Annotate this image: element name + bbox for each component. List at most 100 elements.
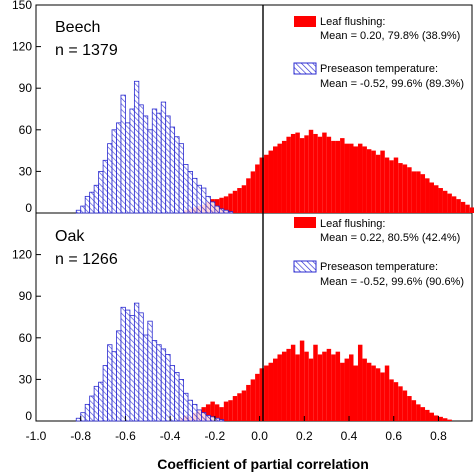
bottom-temp-bar xyxy=(187,399,193,422)
bottom-legend-swatch-temp xyxy=(293,260,317,273)
top-legend-temp-label: Preseason temperature: xyxy=(320,63,438,75)
bottom-leaf-bar xyxy=(241,390,247,421)
top-temp-bar xyxy=(133,80,140,214)
x-tick-label: 0.8 xyxy=(430,429,447,443)
top-temp-bar xyxy=(111,129,117,214)
top-leaf-bar xyxy=(465,204,470,213)
top-leaf-bar xyxy=(425,178,430,213)
top-leaf-bar xyxy=(228,193,233,213)
top-leaf-bar xyxy=(380,150,385,213)
bottom-leaf-bar xyxy=(250,379,256,421)
bottom-leaf-bar xyxy=(398,386,403,421)
top-leaf-bar xyxy=(299,138,305,213)
bottom-leaf-bar xyxy=(393,382,399,421)
top-temp-bar xyxy=(227,211,234,214)
top-leaf-bar xyxy=(255,164,260,213)
bottom-species-label: Oak xyxy=(55,228,85,245)
bottom-temp-bar xyxy=(174,372,180,422)
bottom-leaf-bar xyxy=(295,354,300,421)
top-temp-bar xyxy=(156,112,162,214)
top-temp-bar xyxy=(187,170,193,214)
top-temp-bar xyxy=(129,108,135,214)
top-leaf-bar xyxy=(393,157,399,213)
bottom-leaf-bar xyxy=(335,351,341,421)
bottom-leaf-bar xyxy=(223,401,229,421)
top-leaf-bar xyxy=(290,133,296,213)
x-axis-title: Coefficient of partial correlation xyxy=(157,456,369,472)
bottom-temp-bar xyxy=(147,320,153,422)
bottom-temp-bar xyxy=(142,334,149,422)
bottom-temp-bar xyxy=(93,385,99,422)
bottom-leaf-bar xyxy=(416,404,421,421)
top-leaf-bar xyxy=(460,201,466,213)
x-tick-label: 0.2 xyxy=(296,429,313,443)
top-temp-bar xyxy=(178,143,184,214)
top-leaf-bar xyxy=(357,143,363,213)
top-legend-swatch-temp xyxy=(293,62,317,75)
bottom-leaf-bar xyxy=(344,358,350,421)
top-leaf-bar xyxy=(241,185,247,213)
bottom-leaf-bar xyxy=(268,362,273,421)
bottom-leaf-bar xyxy=(317,354,323,421)
bottom-leaf-bar xyxy=(277,354,282,421)
top-leaf-bar xyxy=(335,140,341,213)
top-leaf-bar xyxy=(375,154,381,213)
top-legend-temp-stat: Mean = -0.52, 99.6% (89.3%) xyxy=(320,78,464,90)
x-tick-label: -0.6 xyxy=(115,429,136,443)
top-leaf-bar xyxy=(362,146,367,213)
top-leaf-bar xyxy=(340,138,345,213)
top-temp-bar xyxy=(80,205,86,214)
top-leaf-bar xyxy=(219,197,224,213)
x-axis: -1.0 -0.8 -0.6 -0.4 -0.2 0.0 0.2 0.4 0.6 0.8 xyxy=(26,416,447,443)
bottom-leaf-bar xyxy=(326,348,332,421)
top-temp-bar xyxy=(183,164,189,214)
top-leaf-bar xyxy=(322,132,327,213)
top-y-tick-label: 120 xyxy=(12,40,32,54)
x-tick-label: -0.2 xyxy=(205,429,226,443)
bottom-temp-bar xyxy=(138,312,144,422)
top-leaf-bar xyxy=(259,157,265,213)
top-leaf-bar xyxy=(438,188,443,213)
top-leaf-bar xyxy=(304,135,309,213)
bottom-leaf-bar xyxy=(433,415,439,421)
bottom-temp-bar xyxy=(80,412,86,422)
x-tick-label: -0.8 xyxy=(70,429,91,443)
bottom-temp-bar xyxy=(125,309,131,422)
top-legend-leaf-label: Leaf flushing: xyxy=(320,16,385,28)
bottom-leaf-bar xyxy=(214,404,220,421)
top-temp-bar xyxy=(98,170,104,214)
bottom-leaf-bar xyxy=(362,358,367,421)
top-temp-bar xyxy=(116,122,122,214)
bottom-temp-bar xyxy=(209,416,216,422)
top-n-label: n = 1379 xyxy=(55,42,118,59)
bottom-leaf-bar xyxy=(246,384,251,421)
bottom-temp-bar xyxy=(111,351,117,422)
bottom-temp-bar xyxy=(107,344,113,422)
top-leaf-bar xyxy=(264,154,269,213)
bottom-legend-leaf-stat: Mean = 0.22, 80.5% (42.4%) xyxy=(320,232,460,244)
top-legend-leaf-stat: Mean = 0.20, 79.8% (38.9%) xyxy=(320,30,460,42)
bottom-temp-bar xyxy=(196,409,202,422)
bottom-temp-bar xyxy=(156,344,162,422)
top-temp-bar xyxy=(75,209,82,214)
top-leaf-bar xyxy=(277,143,282,213)
top-temp-bar xyxy=(165,115,171,214)
bottom-leaf-bar xyxy=(304,351,309,421)
top-leaf-bar xyxy=(353,146,358,213)
top-y-tick-label: 150 xyxy=(12,0,32,12)
bottom-leaf-bar xyxy=(313,344,318,421)
top-leaf-bar xyxy=(344,143,350,213)
bottom-legend-leaf-label: Leaf flushing: xyxy=(320,218,385,230)
top-temp-bar xyxy=(209,201,216,214)
top-temp-bar xyxy=(196,184,202,214)
bottom-leaf-bar xyxy=(331,354,336,421)
bottom-y-tick-label: 90 xyxy=(19,289,33,303)
top-y-tick-label: 30 xyxy=(19,164,33,178)
bottom-temp-bar xyxy=(218,419,225,422)
bottom-leaf-bar xyxy=(219,407,224,421)
bottom-leaf-bar xyxy=(349,354,354,421)
top-leaf-bar xyxy=(456,199,461,213)
bottom-temp-bar xyxy=(133,302,140,422)
top-temp-bar xyxy=(89,191,95,214)
top-temp-bar xyxy=(93,184,99,214)
